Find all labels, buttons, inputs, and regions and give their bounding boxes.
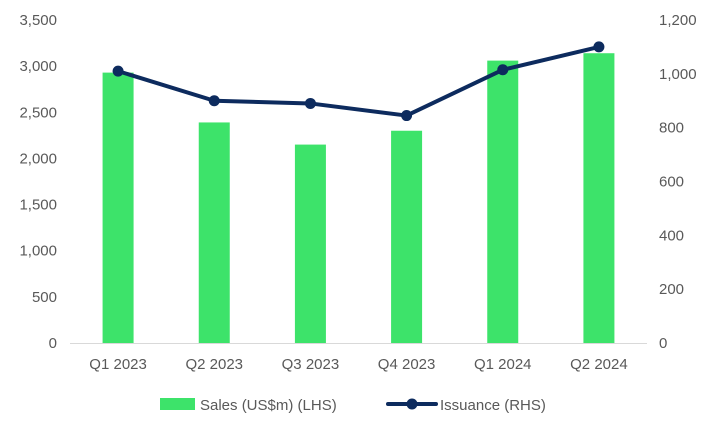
issuance-series-line	[116, 44, 601, 118]
issuance-point-q2-2023	[208, 95, 220, 107]
right-tick-label: 200	[659, 281, 684, 298]
issuance-point-q1-2024	[497, 64, 509, 76]
left-tick-label: 1,000	[19, 243, 57, 260]
bar-q1-2023	[102, 72, 134, 344]
right-tick-label: 1,200	[659, 12, 697, 29]
right-tick-label: 400	[659, 227, 684, 244]
x-tick-label: Q4 2023	[378, 356, 436, 373]
issuance-point-q4-2023	[401, 110, 413, 122]
x-tick-label: Q3 2023	[282, 356, 340, 373]
issuance-point-q2-2024	[593, 41, 605, 53]
left-tick-label: 3,000	[19, 58, 57, 75]
x-tick-label: Q1 2023	[89, 356, 147, 373]
right-tick-label: 800	[659, 120, 684, 137]
bar-q2-2024	[583, 53, 615, 343]
left-tick-label: 0	[49, 335, 57, 352]
legend-sales-label: Sales (US$m) (LHS)	[200, 397, 337, 414]
bar-q3-2023	[294, 144, 326, 343]
issuance-point-q3-2023	[304, 97, 316, 109]
bar-q2-2023	[198, 122, 230, 344]
legend-sales-swatch	[160, 398, 195, 410]
x-tick-label: Q2 2023	[185, 356, 243, 373]
left-tick-label: 500	[32, 289, 57, 306]
left-tick-label: 3,500	[19, 12, 57, 29]
right-tick-label: 1,000	[659, 66, 697, 83]
legend: Sales (US$m) (LHS) Issuance (RHS)	[160, 397, 546, 414]
bar-q4-2023	[391, 130, 423, 343]
bar-q1-2024	[487, 60, 519, 343]
left-tick-label: 2,500	[19, 104, 57, 121]
x-tick-label: Q2 2024	[570, 356, 628, 373]
issuance-line	[112, 41, 605, 122]
x-axis-ticks: Q1 2023 Q2 2023 Q3 2023 Q4 2023 Q1 2024 Q2 20…	[89, 356, 627, 373]
left-tick-label: 1,500	[19, 197, 57, 214]
right-tick-label: 0	[659, 335, 667, 352]
bars	[102, 53, 615, 344]
right-tick-label: 600	[659, 174, 684, 191]
left-tick-label: 2,000	[19, 150, 57, 167]
legend-issuance-label: Issuance (RHS)	[440, 397, 546, 414]
x-tick-label: Q1 2024	[474, 356, 532, 373]
right-axis-ticks: 0 200 400 600 800 1,000 1,200	[659, 12, 697, 352]
left-axis-ticks: 0 500 1,000 1,500 2,000 2,500 3,000 3,500	[19, 12, 57, 352]
legend-issuance-marker	[406, 398, 418, 410]
issuance-point-q1-2023	[112, 65, 124, 77]
